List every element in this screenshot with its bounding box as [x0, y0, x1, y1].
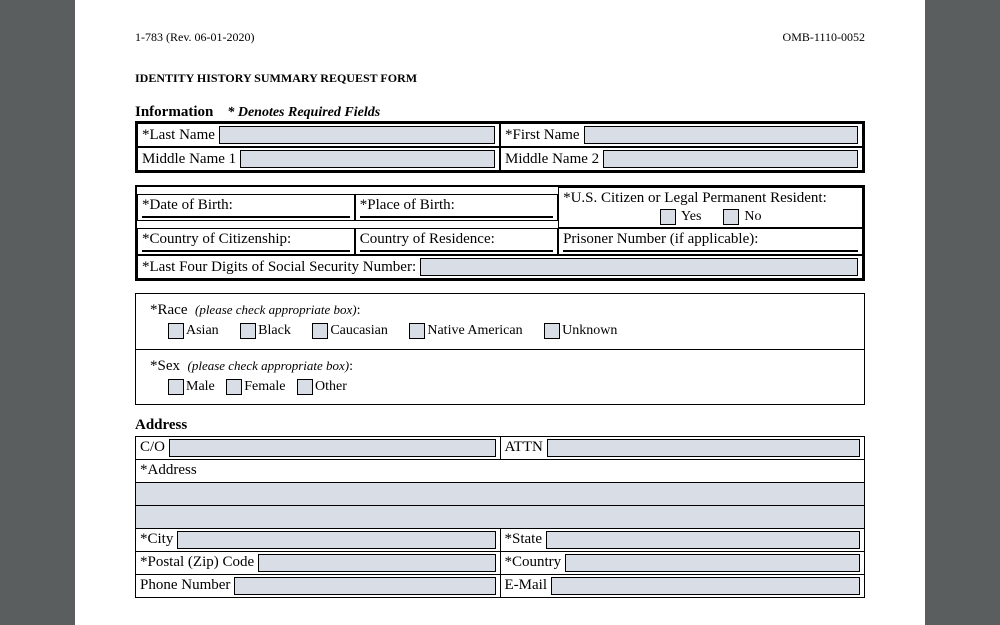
country-label: *Country: [505, 554, 562, 571]
co-field[interactable]: [169, 439, 495, 457]
last-name-label: *Last Name: [142, 127, 215, 144]
email-field[interactable]: [551, 577, 860, 595]
sex-opt-0: Male: [186, 379, 215, 394]
race-label: *Race: [150, 302, 187, 318]
city-label: *City: [140, 531, 173, 548]
omb-number: OMB-1110-0052: [783, 30, 865, 45]
middle2-label: Middle Name 2: [505, 151, 599, 168]
sex-male-checkbox[interactable]: [168, 379, 184, 395]
citizen-yes-label: Yes: [681, 209, 701, 224]
country-field[interactable]: [565, 554, 860, 572]
address-table: C/O ATTN *Address *City: [135, 436, 865, 598]
middle2-field[interactable]: [603, 150, 858, 168]
race-na-checkbox[interactable]: [409, 323, 425, 339]
prisoner-label: Prisoner Number (if applicable):: [563, 231, 854, 248]
first-name-field[interactable]: [584, 126, 858, 144]
denotes-label: * Denotes Required Fields: [227, 105, 380, 120]
sex-other-checkbox[interactable]: [297, 379, 313, 395]
coc-field[interactable]: [142, 250, 350, 252]
citizen-no-checkbox[interactable]: [723, 209, 739, 225]
pob-field[interactable]: [360, 216, 553, 218]
postal-field[interactable]: [258, 554, 495, 572]
last-name-field[interactable]: [219, 126, 495, 144]
form-number: 1-783 (Rev. 06-01-2020): [135, 30, 255, 45]
names-box: *Last Name *First Name Middle Name 1 Mid…: [135, 121, 865, 173]
first-name-label: *First Name: [505, 127, 580, 144]
state-field[interactable]: [546, 531, 860, 549]
city-field[interactable]: [177, 531, 495, 549]
sex-label: *Sex: [150, 358, 180, 374]
form-title: IDENTITY HISTORY SUMMARY REQUEST FORM: [135, 71, 865, 86]
middle1-field[interactable]: [240, 150, 495, 168]
race-opt-1: Black: [258, 323, 291, 338]
sex-opt-2: Other: [315, 379, 347, 394]
race-caucasian-checkbox[interactable]: [312, 323, 328, 339]
address-label: *Address: [140, 462, 197, 478]
race-opt-3: Native American: [427, 323, 522, 338]
state-label: *State: [505, 531, 543, 548]
cor-field[interactable]: [360, 250, 553, 252]
pob-label: *Place of Birth:: [360, 197, 549, 214]
postal-label: *Postal (Zip) Code: [140, 554, 254, 571]
information-heading: Information * Denotes Required Fields: [135, 104, 865, 121]
cor-label: Country of Residence:: [360, 231, 549, 248]
citizen-no-label: No: [744, 209, 761, 224]
information-label: Information: [135, 104, 213, 120]
attn-field[interactable]: [547, 439, 860, 457]
race-asian-checkbox[interactable]: [168, 323, 184, 339]
details-box: *Date of Birth: *Place of Birth: *U.S. C…: [135, 185, 865, 281]
sex-row: *Sex (please check appropriate box): Mal…: [150, 358, 850, 395]
sex-opt-1: Female: [244, 379, 285, 394]
race-unknown-checkbox[interactable]: [544, 323, 560, 339]
race-opt-2: Caucasian: [330, 323, 388, 338]
form-page: 1-783 (Rev. 06-01-2020) OMB-1110-0052 ID…: [75, 0, 925, 625]
sex-female-checkbox[interactable]: [226, 379, 242, 395]
dob-field[interactable]: [142, 216, 350, 218]
coc-label: *Country of Citizenship:: [142, 231, 346, 248]
phone-label: Phone Number: [140, 577, 230, 594]
address-heading: Address: [135, 417, 865, 434]
attn-label: ATTN: [505, 439, 543, 456]
address-line1-field[interactable]: [136, 482, 865, 505]
citizen-label: *U.S. Citizen or Legal Permanent Residen…: [563, 190, 854, 207]
race-opt-0: Asian: [186, 323, 219, 338]
race-opt-4: Unknown: [562, 323, 617, 338]
race-sex-box: *Race (please check appropriate box): As…: [135, 293, 865, 404]
race-hint: (please check appropriate box): [195, 302, 357, 317]
sex-hint: (please check appropriate box): [188, 358, 350, 373]
phone-field[interactable]: [234, 577, 495, 595]
header-row: 1-783 (Rev. 06-01-2020) OMB-1110-0052: [135, 30, 865, 45]
citizen-yes-checkbox[interactable]: [660, 209, 676, 225]
race-row: *Race (please check appropriate box): As…: [150, 302, 850, 339]
dob-label: *Date of Birth:: [142, 197, 346, 214]
co-label: C/O: [140, 439, 165, 456]
race-black-checkbox[interactable]: [240, 323, 256, 339]
ssn-field[interactable]: [420, 258, 858, 276]
middle1-label: Middle Name 1: [142, 151, 236, 168]
address-line2-field[interactable]: [136, 505, 865, 528]
prisoner-field[interactable]: [563, 250, 858, 252]
ssn-label: *Last Four Digits of Social Security Num…: [142, 259, 416, 276]
email-label: E-Mail: [505, 577, 548, 594]
